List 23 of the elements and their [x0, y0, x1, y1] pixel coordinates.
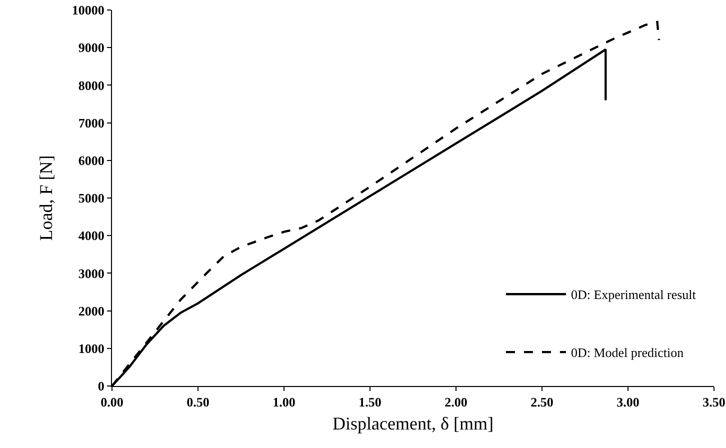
y-tick-label: 7000 — [78, 115, 104, 130]
y-tick-label: 0 — [98, 378, 104, 394]
x-tick-label: 2.00 — [444, 394, 468, 410]
x-tick-label: 0.50 — [186, 394, 210, 410]
y-axis-title: Load, F [N] — [36, 155, 56, 241]
x-tick-label: 2.50 — [530, 394, 554, 410]
y-tick-label: 6000 — [78, 152, 104, 168]
y-tick-label: 8000 — [78, 78, 104, 93]
y-tick-label: 1000 — [78, 340, 104, 356]
legend-label: 0D: Model prediction — [570, 345, 684, 360]
y-tick-label: 2000 — [78, 303, 104, 318]
x-tick-label: 3.50 — [702, 394, 726, 410]
x-axis-title: Displacement, δ [mm] — [332, 414, 494, 434]
y-tick-label: 5000 — [78, 190, 104, 206]
legend-label: 0D: Experimental result — [570, 287, 696, 302]
y-tick-label: 9000 — [78, 40, 104, 56]
x-tick-label: 3.00 — [616, 394, 640, 410]
x-tick-label: 1.00 — [272, 394, 296, 410]
x-tick-label: 0.00 — [100, 394, 124, 410]
y-tick-label: 10000 — [72, 2, 104, 18]
y-tick-label: 3000 — [78, 266, 104, 281]
y-tick-label: 4000 — [78, 228, 104, 244]
x-tick-label: 1.50 — [358, 394, 382, 410]
